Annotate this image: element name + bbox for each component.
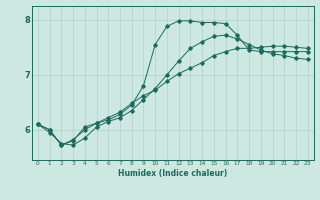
- X-axis label: Humidex (Indice chaleur): Humidex (Indice chaleur): [118, 169, 228, 178]
